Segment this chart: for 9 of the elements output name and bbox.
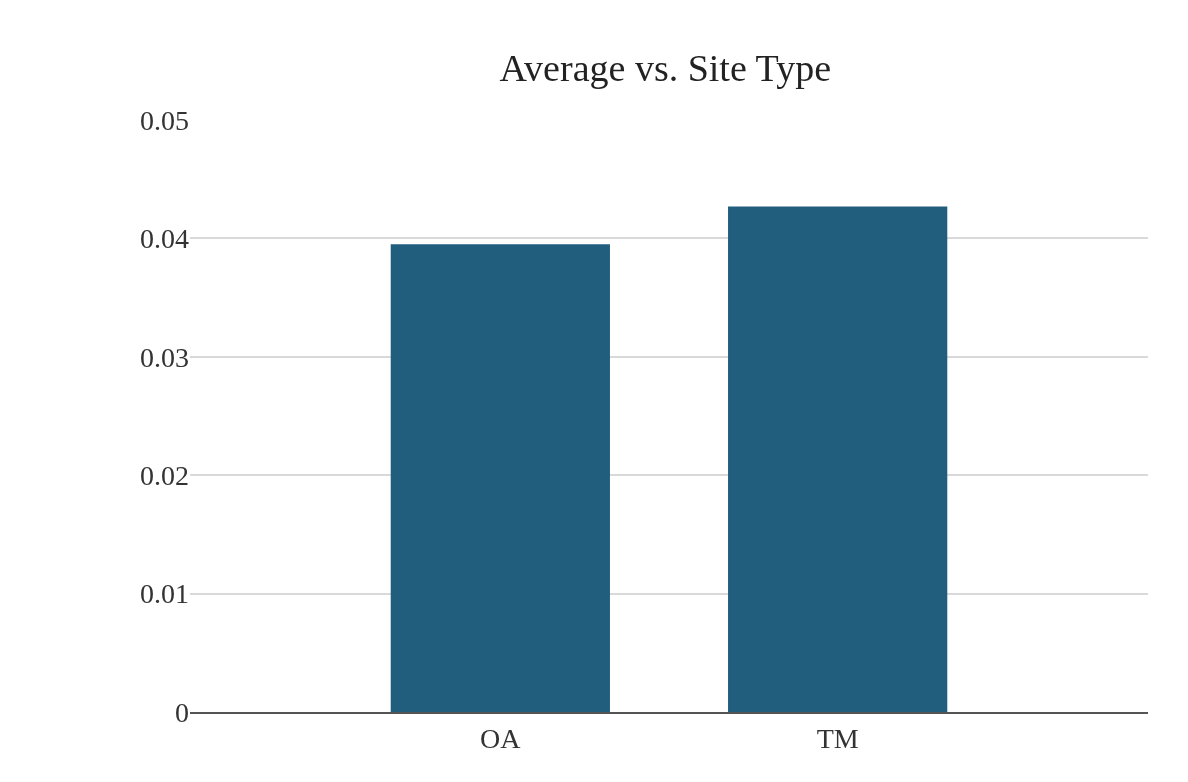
y-tick-label: 0 [175, 696, 189, 728]
y-tick-label: 0.02 [140, 460, 189, 491]
y-tick-label: 0.01 [140, 578, 189, 610]
y-tick-label: 0.04 [140, 223, 189, 255]
y-tick-label: 0.03 [140, 341, 189, 373]
chart-title: Average vs. Site Type [499, 47, 832, 90]
x-tick-label: TM [816, 722, 859, 754]
x-tick-label: OA [480, 722, 522, 754]
y-tick-label: 0.05 [140, 104, 189, 136]
